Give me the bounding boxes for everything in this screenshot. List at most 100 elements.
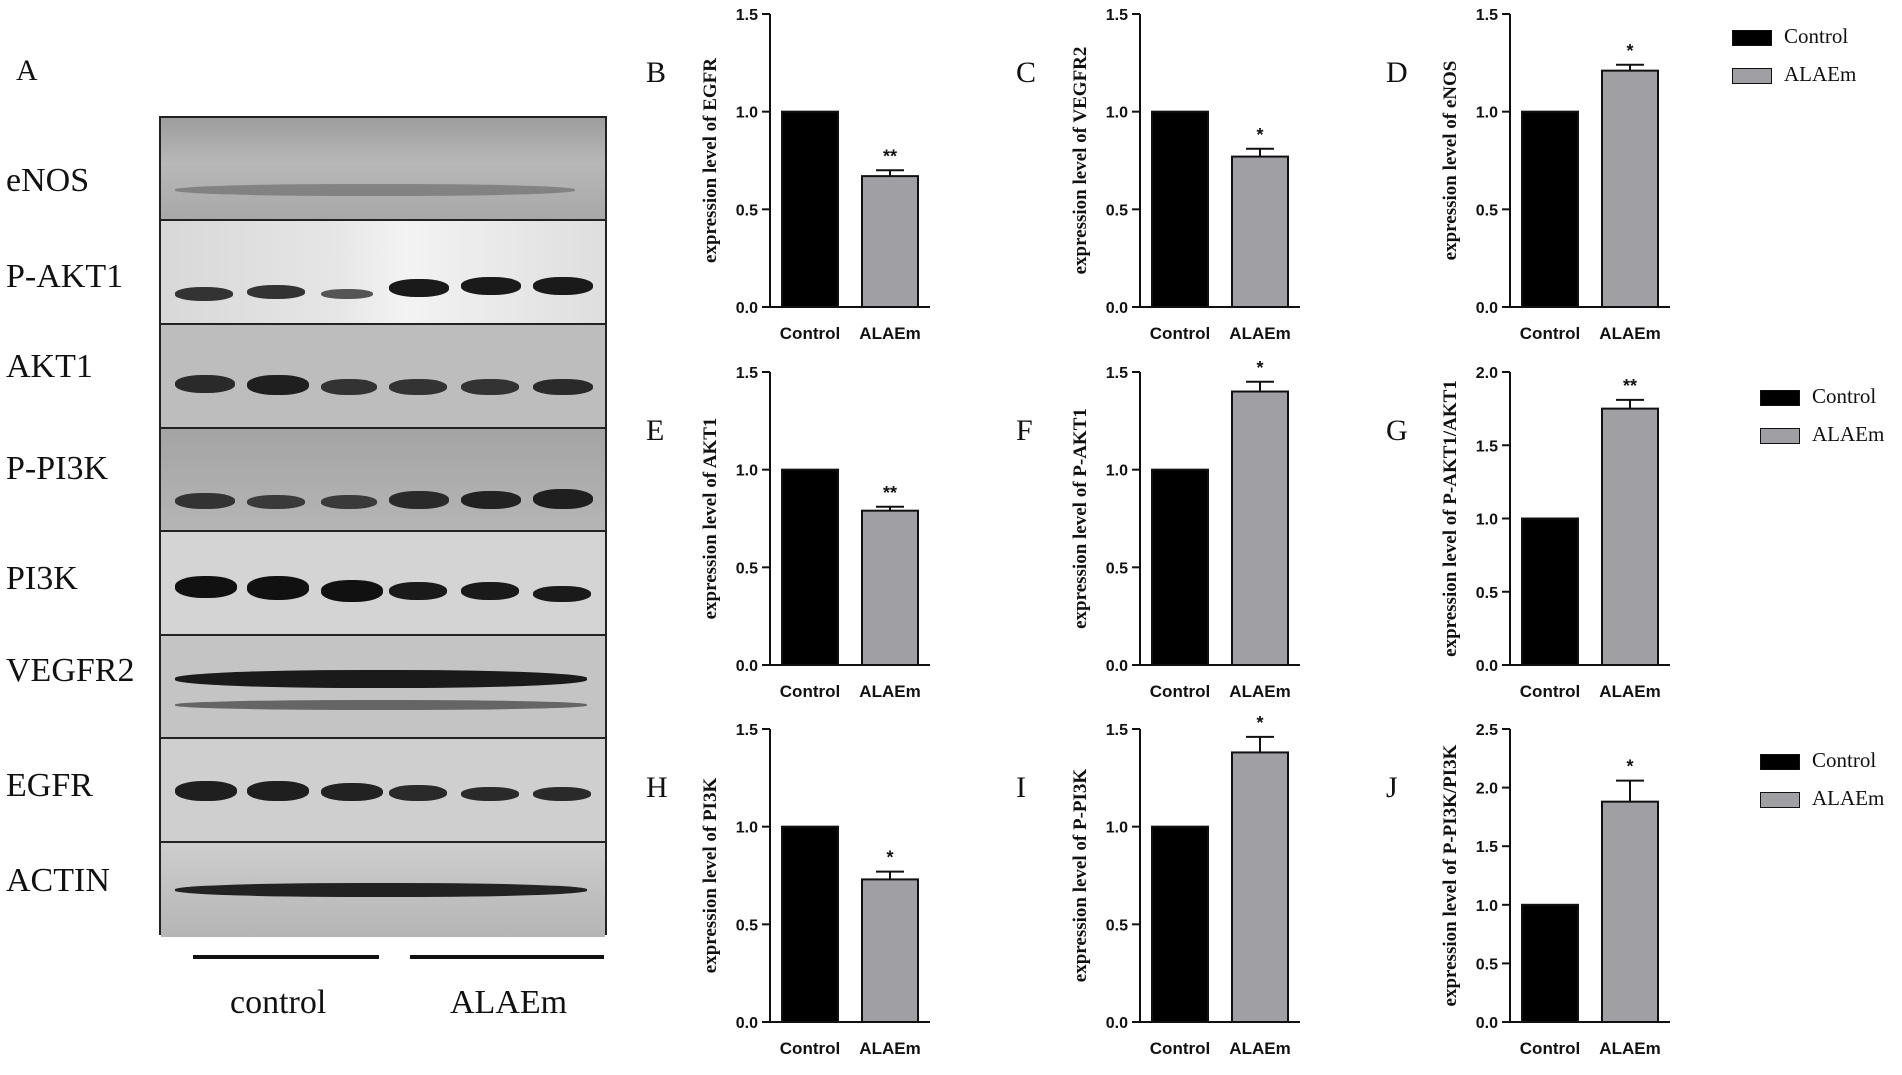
western-blot-panel: A [0,0,640,1073]
bar-control [781,825,839,1023]
blot-band [461,582,519,600]
significance-marker: * [1256,713,1263,733]
x-category-label: ALAEm [859,1039,920,1058]
y-tick-label: 2.0 [1476,365,1498,382]
legend-item-control: Control [1760,384,1900,422]
blot-band [247,375,309,395]
y-tick-label: 2.5 [1476,722,1498,739]
x-category-label: ALAEm [859,682,920,701]
y-tick-label: 0.0 [736,300,758,317]
bar-alaem [1231,751,1289,1023]
blot-band [175,184,575,196]
y-tick-label: 1.5 [1476,438,1498,455]
bar-control [1521,110,1579,308]
bar-alaem [1231,155,1289,308]
y-tick-label: 1.5 [736,7,758,24]
panel-letter-c: C [1016,56,1036,89]
significance-marker: ** [883,483,897,503]
blot-band [247,576,309,600]
x-category-label: ALAEm [1599,1039,1660,1058]
y-tick-label: 1.5 [736,365,758,382]
significance-marker: * [1256,358,1263,378]
bar-control [1521,903,1579,1023]
blot-band [461,787,519,801]
panel-letter-j: J [1386,771,1398,804]
blot-band [247,495,305,509]
blot-band [533,277,593,295]
blot-band [321,289,373,299]
blot-row-pi3k [161,532,605,636]
blot-band [389,279,449,297]
legend-swatch [1732,30,1772,46]
x-category-label: Control [1150,324,1210,343]
y-tick-label: 0.5 [1476,956,1498,973]
protein-label-pi3k: PI3K [6,560,78,597]
legend-label: ALAEm [1812,786,1885,810]
legend-item-control: Control [1760,748,1900,786]
y-axis-label: expression level of P-AKT1 [1070,408,1091,629]
panel-letter-b: B [646,56,666,89]
panel-letter-h: H [646,771,668,804]
blot-band [533,379,593,395]
blot-band [175,287,233,301]
bar-control [1151,468,1209,666]
y-tick-label: 0.0 [1476,1015,1498,1032]
x-category-label: Control [1520,682,1580,701]
legend-middle: Control ALAEm [1760,384,1900,460]
panel-letter-e: E [646,414,664,447]
y-axis-label: expression level of VEGFR2 [1070,47,1091,275]
y-tick-label: 1.0 [1476,105,1498,122]
blot-row-p-akt1 [161,221,605,325]
blot-band [533,586,591,602]
significance-marker: * [886,848,893,868]
legend-item-alaem: ALAEm [1732,62,1892,100]
x-category-label: ALAEm [1229,682,1290,701]
blot-band [175,883,587,897]
blot-band [321,379,377,395]
y-axis-label: expression level of P-PI3K/PI3K [1440,744,1461,1006]
y-tick-label: 0.5 [736,917,758,934]
group-label-control: control [230,984,327,1021]
bar-control [1151,110,1209,308]
bar-alaem [1601,407,1659,666]
y-axis-label: expression level of EGFR [700,58,721,263]
panel-letter-f: F [1016,414,1033,447]
panel-letter-a: A [16,54,38,87]
y-tick-label: 1.0 [736,105,758,122]
y-tick-label: 1.5 [1106,7,1128,24]
legend-swatch [1760,792,1800,808]
y-tick-label: 1.0 [1106,820,1128,837]
y-tick-label: 0.5 [736,202,758,219]
legend-swatch [1760,428,1800,444]
bar-alaem [1601,800,1659,1023]
bar-control [1521,517,1579,666]
x-category-label: ALAEm [859,324,920,343]
bar-control [781,468,839,666]
protein-label-p-pi3k: P-PI3K [6,450,109,487]
bar-alaem [1231,390,1289,667]
bar-alaem [861,878,919,1023]
blot-band [389,785,447,801]
blot-row-actin [161,843,605,937]
bar-control [1151,825,1209,1023]
group-label-alaem: ALAEm [450,984,568,1021]
x-category-label: ALAEm [1599,682,1660,701]
significance-marker: ** [1623,376,1637,396]
legend-swatch [1732,68,1772,84]
blot-band [461,379,519,395]
y-axis-label: expression level of PI3K [700,778,721,974]
blot-row-enos [161,118,605,221]
y-tick-label: 0.0 [736,1015,758,1032]
y-tick-label: 0.0 [1476,300,1498,317]
